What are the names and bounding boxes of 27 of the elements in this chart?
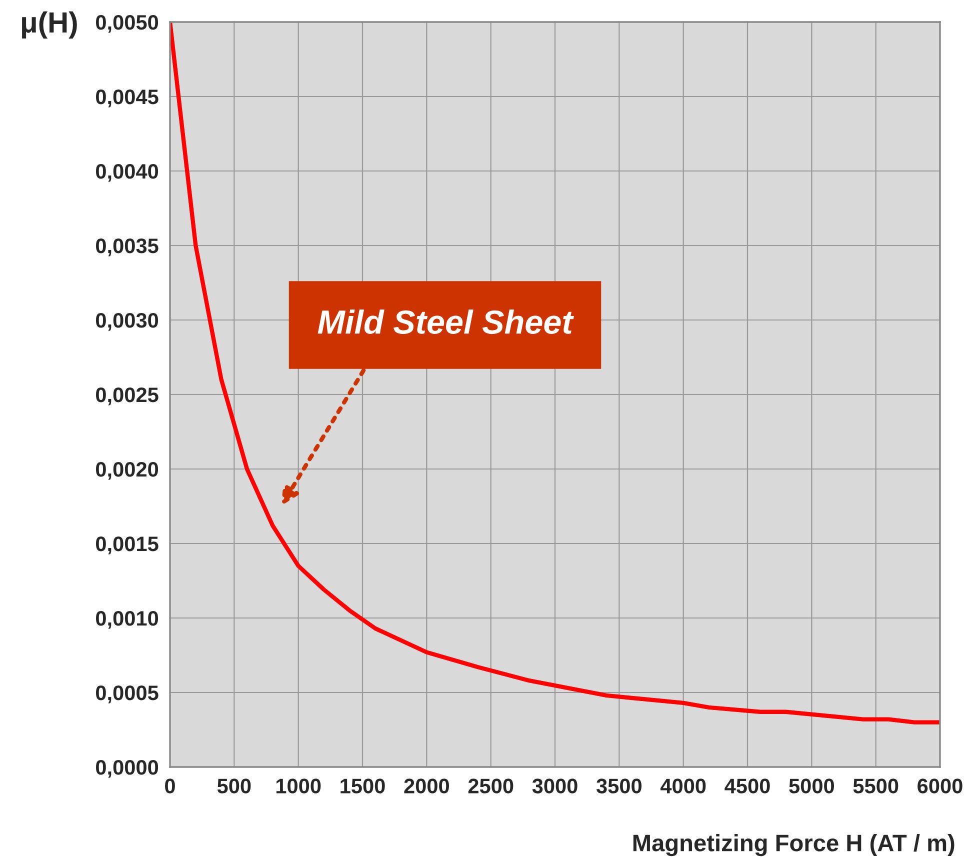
y-tick-label: 0,0005 [96, 686, 158, 704]
x-tick-label: 2000 [404, 778, 449, 794]
annotation: Mild Steel Sheet [318, 309, 574, 334]
x-axis-title: Magnetizing Force H (AT / m) [633, 834, 954, 856]
x-tick-label: 4000 [660, 778, 706, 794]
x-tick-label: 5000 [789, 778, 834, 794]
y-tick-label: 0,0025 [96, 388, 158, 406]
y-axis-title: μ(H) [22, 11, 77, 39]
y-tick-label: 0,0020 [96, 462, 158, 480]
y-tick-label: 0,0000 [96, 760, 158, 778]
x-tick-label: 2500 [468, 778, 514, 794]
x-tick-label: 1500 [340, 778, 385, 794]
y-tick-label: 0,0010 [96, 611, 158, 629]
x-tick-label: 5500 [853, 778, 898, 794]
y-tick-label: 0,0040 [96, 164, 158, 182]
x-tick-label: 500 [217, 778, 251, 794]
x-tick-label: 4500 [724, 778, 770, 794]
x-tick-label: 1000 [276, 778, 321, 794]
y-tick-label: 0,0035 [96, 238, 158, 256]
y-tick-label: 0,0030 [96, 313, 158, 331]
y-tick-label: 0,0050 [96, 15, 158, 33]
x-tick-label: 6000 [918, 778, 962, 794]
y-tick-label: 0,0045 [96, 90, 158, 108]
x-tick-label: 3000 [532, 778, 578, 794]
x-tick-label: 3500 [596, 778, 642, 794]
x-tick-label: 0 [165, 778, 175, 794]
y-tick-label: 0,0015 [96, 536, 158, 554]
